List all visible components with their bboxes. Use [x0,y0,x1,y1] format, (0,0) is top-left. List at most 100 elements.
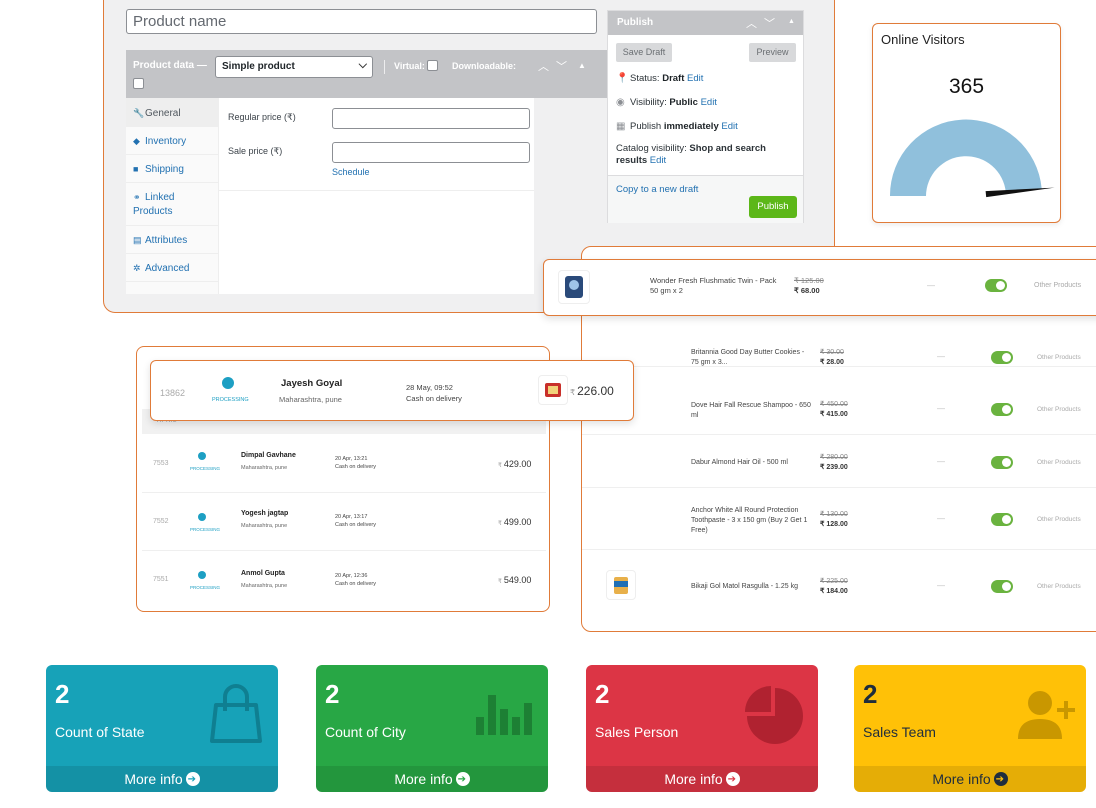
visitors-title: Online Visitors [881,32,965,47]
status-dot [198,513,206,521]
list-item[interactable]: 7552 PROCESSING Yogesh jagtap Maharashtr… [142,493,546,551]
product-data-tabs: 🔧General ◆ Inventory ■ Shipping ⚭ Linked Pr… [126,98,219,294]
collapse-icon[interactable]: ▲ [578,61,586,70]
publish-box: Publish ︿ ﹀ ▲ Save Draft Preview 📍 Status… [607,10,804,223]
order-amount: ₹549.00 [498,575,532,585]
chevron-down-icon[interactable]: ﹀ [764,18,775,30]
shopping-bag-icon [210,684,262,743]
more-info-link[interactable]: More info [586,766,818,792]
list-item[interactable]: 7551 PROCESSING Anmol Gupta Maharashtra,… [153,570,532,590]
table-row[interactable]: Dabur Almond Hair Oil - 500 ml ₹ 280.00 ₹… [582,435,1096,488]
stat-box-sales-team: 2 Sales Team More info [854,665,1086,792]
product-data-checkbox[interactable] [133,78,144,89]
preview-button[interactable]: Preview [749,43,796,62]
gauge-arc [889,119,1042,196]
visibility-toggle[interactable] [991,513,1013,526]
visibility-edit-link[interactable]: Edit [700,97,717,108]
chevron-down-icon[interactable]: ﹀ [556,61,567,73]
status-dot [198,452,206,460]
stat-box-city: 2 Count of City More info [316,665,548,792]
table-icon: ▤ [133,235,142,245]
product-thumbnail [558,270,590,304]
stat-label: Count of State [55,724,145,740]
featured-product-row[interactable]: Wonder Fresh Flushmatic Twin - Pack 50 g… [543,259,1096,316]
publish-date-edit-link[interactable]: Edit [721,121,738,132]
arrow-circle-right-icon [725,766,740,792]
order-amount: ₹499.00 [498,517,532,527]
price: ₹ 450.00 ₹ 415.00 [820,401,848,418]
status-edit-link[interactable]: Edit [687,73,704,84]
visitors-count: 365 [948,75,985,98]
price: ₹ 30.00 ₹ 28.00 [820,349,844,366]
visibility-toggle[interactable] [985,279,1007,292]
visibility-toggle[interactable] [991,456,1013,469]
arrow-circle-right-icon [455,766,470,792]
sale-price-label: Sale price (₹) [228,146,283,156]
table-row[interactable]: Britannia Good Day Butter Cookies - 75 g… [582,317,1096,367]
divider [219,190,534,191]
product-editor: Product name Product data — Simple produ… [103,0,835,313]
product-data-header: Product data — Simple product ⌵ Virtual:… [126,50,534,98]
visibility-toggle[interactable] [991,580,1013,593]
publish-title: Publish [617,17,654,28]
list-item[interactable]: 7553 PROCESSING Dimpal Gavhane Maharasht… [142,435,546,493]
bar-chart-icon [476,695,532,735]
arrow-circle-right-icon [993,766,1008,792]
divider [384,60,385,74]
collapse-icon[interactable]: ▲ [788,18,795,25]
more-info-link[interactable]: More info [854,766,1086,792]
chevron-up-icon[interactable]: ︿ [746,18,757,30]
more-info-link[interactable]: More info [316,766,548,792]
tab-general[interactable]: 🔧General [126,98,219,127]
table-row[interactable]: Dove Hair Fall Rescue Shampoo - 650 ml ₹… [582,382,1096,435]
product-type-select[interactable]: Simple product ⌵ [215,56,373,78]
publish-date-row: ▦ Publish immediately Edit [616,121,738,132]
pie-chart-icon [745,686,803,744]
catalog-edit-link[interactable]: Edit [649,155,667,166]
product-image [545,383,561,397]
virtual-checkbox[interactable] [427,60,438,71]
order-date: 20 Apr, 13:17 Cash on delivery [335,514,376,528]
chevron-down-icon: ⌵ [358,59,367,71]
eye-icon: ◉ [616,97,625,108]
visitors-gauge [889,119,1055,198]
visibility-toggle[interactable] [991,403,1013,416]
catalog-visibility: Catalog visibility: Shop and search resu… [616,143,766,166]
more-info-link[interactable]: More info [46,766,278,792]
schedule-link[interactable]: Schedule [332,167,370,177]
chevron-up-icon[interactable]: ︿ [538,61,549,73]
price: ₹ 280.00 ₹ 239.00 [820,454,848,471]
downloadable-label: Downloadable: [452,61,517,71]
tab-shipping[interactable]: ■ Shipping [126,155,219,183]
order-date: 20 Apr, 12:36 Cash on delivery [335,573,376,587]
tab-inventory[interactable]: ◆ Inventory [126,127,219,155]
copy-draft-link[interactable]: Copy to a new draft [616,184,699,195]
featured-order-row[interactable]: 13862 PROCESSING Jayesh Goyal Maharashtr… [150,360,634,421]
table-row[interactable]: Anchor White All Round Protection Toothp… [582,488,1096,550]
calendar-icon: ▦ [616,121,626,132]
online-visitors-card: Online Visitors 365 [872,23,1061,223]
save-draft-button[interactable]: Save Draft [616,43,672,62]
sale-price-input[interactable] [332,142,530,163]
stat-value: 2 [595,679,610,709]
status-row: 📍 Status: Draft Edit [616,73,704,84]
tab-linked-products[interactable]: ⚭ Linked Products [126,183,219,226]
gear-icon: ✲ [133,263,141,273]
tab-attributes[interactable]: ▤ Attributes [126,226,219,254]
regular-price-label: Regular price (₹) [228,112,296,122]
product-name-input[interactable]: Product name [126,9,597,34]
tag-icon: ◆ [133,136,140,146]
pin-icon: 📍 [616,73,629,84]
stat-value: 2 [55,679,70,709]
status-dot [198,571,206,579]
wrench-icon: 🔧 [133,108,145,118]
stat-value: 2 [863,679,878,709]
publish-button[interactable]: Publish [749,196,797,218]
visibility-toggle[interactable] [991,351,1013,364]
regular-price-input[interactable] [332,108,530,129]
stat-box-state: 2 Count of State More info [46,665,278,792]
table-row[interactable]: Bikaji Gol Matol Rasgulla - 1.25 kg ₹ 22… [582,550,1096,620]
virtual-label: Virtual: [394,61,425,71]
product-data-title: Product data — [133,60,207,71]
tab-advanced[interactable]: ✲ Advanced [126,254,219,282]
